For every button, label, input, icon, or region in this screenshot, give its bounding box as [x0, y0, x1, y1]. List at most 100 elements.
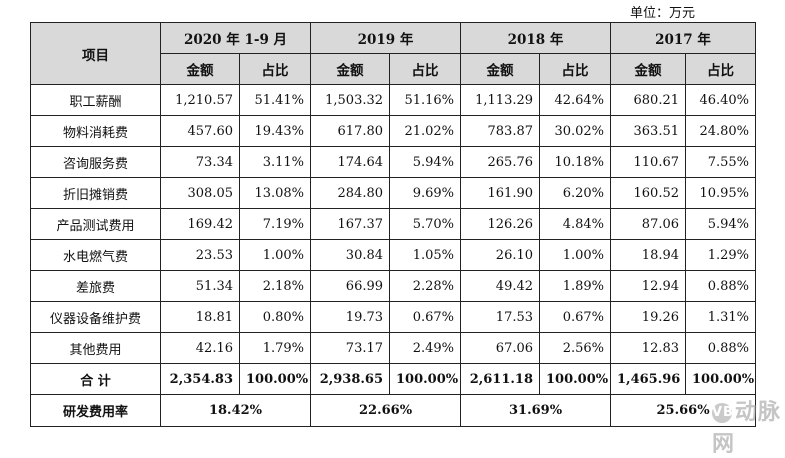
cell: 26.10: [460, 239, 541, 271]
watermark-badge-icon: VB: [712, 403, 733, 423]
header-ratio: 占比: [539, 53, 612, 85]
header-period: 2019 年: [310, 22, 462, 54]
cell: 21.02%: [389, 115, 462, 147]
cell: 174.64: [310, 146, 391, 178]
header-ratio: 占比: [389, 53, 462, 85]
cell: 18.81: [160, 301, 240, 333]
cell: 308.05: [160, 177, 240, 209]
cell: 1.00%: [238, 239, 312, 271]
cell: 5.94%: [389, 146, 462, 178]
table-row: 物料消耗费 457.60 19.43% 617.80 21.02% 783.87 30.02…: [30, 115, 757, 147]
cell: 617.80: [310, 115, 391, 147]
cell: 1.79%: [238, 332, 312, 364]
table-row: 产品测试费用 169.42 7.19% 167.37 5.70% 126.26 4.84% 8…: [30, 208, 757, 240]
cell: 0.67%: [539, 301, 612, 333]
cell: 1.05%: [389, 239, 462, 271]
table-row: 职工薪酬 1,210.57 51.41% 1,503.32 51.16% 1,113.29…: [30, 84, 757, 116]
cell: 51.34: [160, 270, 240, 302]
cell: 18.42%: [159, 394, 312, 427]
cell: 10.18%: [539, 146, 612, 178]
cell: 2.28%: [389, 270, 462, 302]
header-item: 项目: [30, 22, 161, 85]
cell: 42.16: [160, 332, 240, 364]
cell: 0.80%: [238, 301, 312, 333]
cell: 0.67%: [389, 301, 462, 333]
row-label: 合 计: [30, 363, 161, 395]
cell: 22.66%: [310, 394, 462, 427]
cell: 3.11%: [238, 146, 312, 178]
row-label: 物料消耗费: [30, 115, 161, 147]
cell: 73.17: [310, 332, 391, 364]
cell: 2.18%: [238, 270, 312, 302]
cell: 265.76: [460, 146, 541, 178]
table-row: 差旅费 51.34 2.18% 66.99 2.28% 49.42 1.89% 12.94 0.…: [30, 270, 757, 302]
cell: 110.67: [610, 146, 687, 178]
cell: 31.69%: [460, 394, 612, 427]
total-row: 合 计 2,354.83 100.00% 2,938.65 100.00% 2,…: [30, 363, 757, 395]
cell: 5.94%: [685, 208, 757, 240]
cell: 2.56%: [539, 332, 612, 364]
cell: 457.60: [160, 115, 240, 147]
unit-label: 单位：万元: [630, 6, 696, 21]
cell: 363.51: [610, 115, 687, 147]
cell: 1,503.32: [310, 84, 391, 116]
cell: 7.55%: [685, 146, 757, 178]
cell: 100.00%: [238, 363, 312, 395]
cell: 1,210.57: [160, 84, 240, 116]
row-label: 差旅费: [30, 270, 161, 302]
cell: 30.02%: [539, 115, 612, 147]
table-row: 其他费用 42.16 1.79% 73.17 2.49% 67.06 2.56% 12.83 0…: [30, 332, 757, 364]
cell: 18.94: [610, 239, 687, 271]
cell: 0.88%: [685, 332, 757, 364]
cell: 2,354.83: [160, 363, 240, 395]
cell: 2,938.65: [310, 363, 391, 395]
cell: 169.42: [160, 208, 240, 240]
cell: 100.00%: [389, 363, 462, 395]
watermark-logo: VB动脉网: [712, 394, 785, 458]
row-label: 水电燃气费: [30, 239, 161, 271]
cell: 42.64%: [539, 84, 612, 116]
cell: 12.94: [610, 270, 687, 302]
cell: 1.29%: [685, 239, 757, 271]
header-amount: 金额: [460, 53, 541, 85]
cell: 2.49%: [389, 332, 462, 364]
cell: 7.19%: [238, 208, 312, 240]
row-label: 其他费用: [30, 332, 161, 364]
cell: 17.53: [460, 301, 541, 333]
cell: 49.42: [460, 270, 541, 302]
cell: 24.80%: [685, 115, 757, 147]
rd-expense-table: 项目 2020 年 1-9 月 2019 年 2018 年 2017 年 金额 …: [30, 22, 757, 427]
cell: 10.95%: [685, 177, 757, 209]
cell: 1.00%: [539, 239, 612, 271]
header-period: 2020 年 1-9 月: [159, 22, 312, 54]
cell: 0.88%: [685, 270, 757, 302]
table-row: 咨询服务费 73.34 3.11% 174.64 5.94% 265.76 10.18% 11…: [30, 146, 757, 178]
cell: 783.87: [460, 115, 541, 147]
cell: 2,611.18: [460, 363, 541, 395]
cell: 46.40%: [685, 84, 757, 116]
cell: 51.16%: [389, 84, 462, 116]
cell: 19.26: [610, 301, 687, 333]
cell: 30.84: [310, 239, 391, 271]
cell: 67.06: [460, 332, 541, 364]
cell: 23.53: [160, 239, 240, 271]
cell: 13.08%: [238, 177, 312, 209]
cell: 6.20%: [539, 177, 612, 209]
cell: 4.84%: [539, 208, 612, 240]
header-ratio: 占比: [685, 53, 757, 85]
cell: 160.52: [610, 177, 687, 209]
header-amount: 金额: [310, 53, 391, 85]
cell: 100.00%: [685, 363, 757, 395]
row-label: 职工薪酬: [30, 84, 161, 116]
row-label: 仪器设备维护费: [30, 301, 161, 333]
header-amount: 金额: [610, 53, 687, 85]
cell: 161.90: [460, 177, 541, 209]
cell: 100.00%: [539, 363, 612, 395]
cell: 9.69%: [389, 177, 462, 209]
cell: 1.31%: [685, 301, 757, 333]
table-row: 水电燃气费 23.53 1.00% 30.84 1.05% 26.10 1.00% 18.94…: [30, 239, 757, 271]
cell: 1,113.29: [460, 84, 541, 116]
cell: 19.73: [310, 301, 391, 333]
table-row: 仪器设备维护费 18.81 0.80% 19.73 0.67% 17.53 0.67% 19.…: [30, 301, 757, 333]
cell: 87.06: [610, 208, 687, 240]
